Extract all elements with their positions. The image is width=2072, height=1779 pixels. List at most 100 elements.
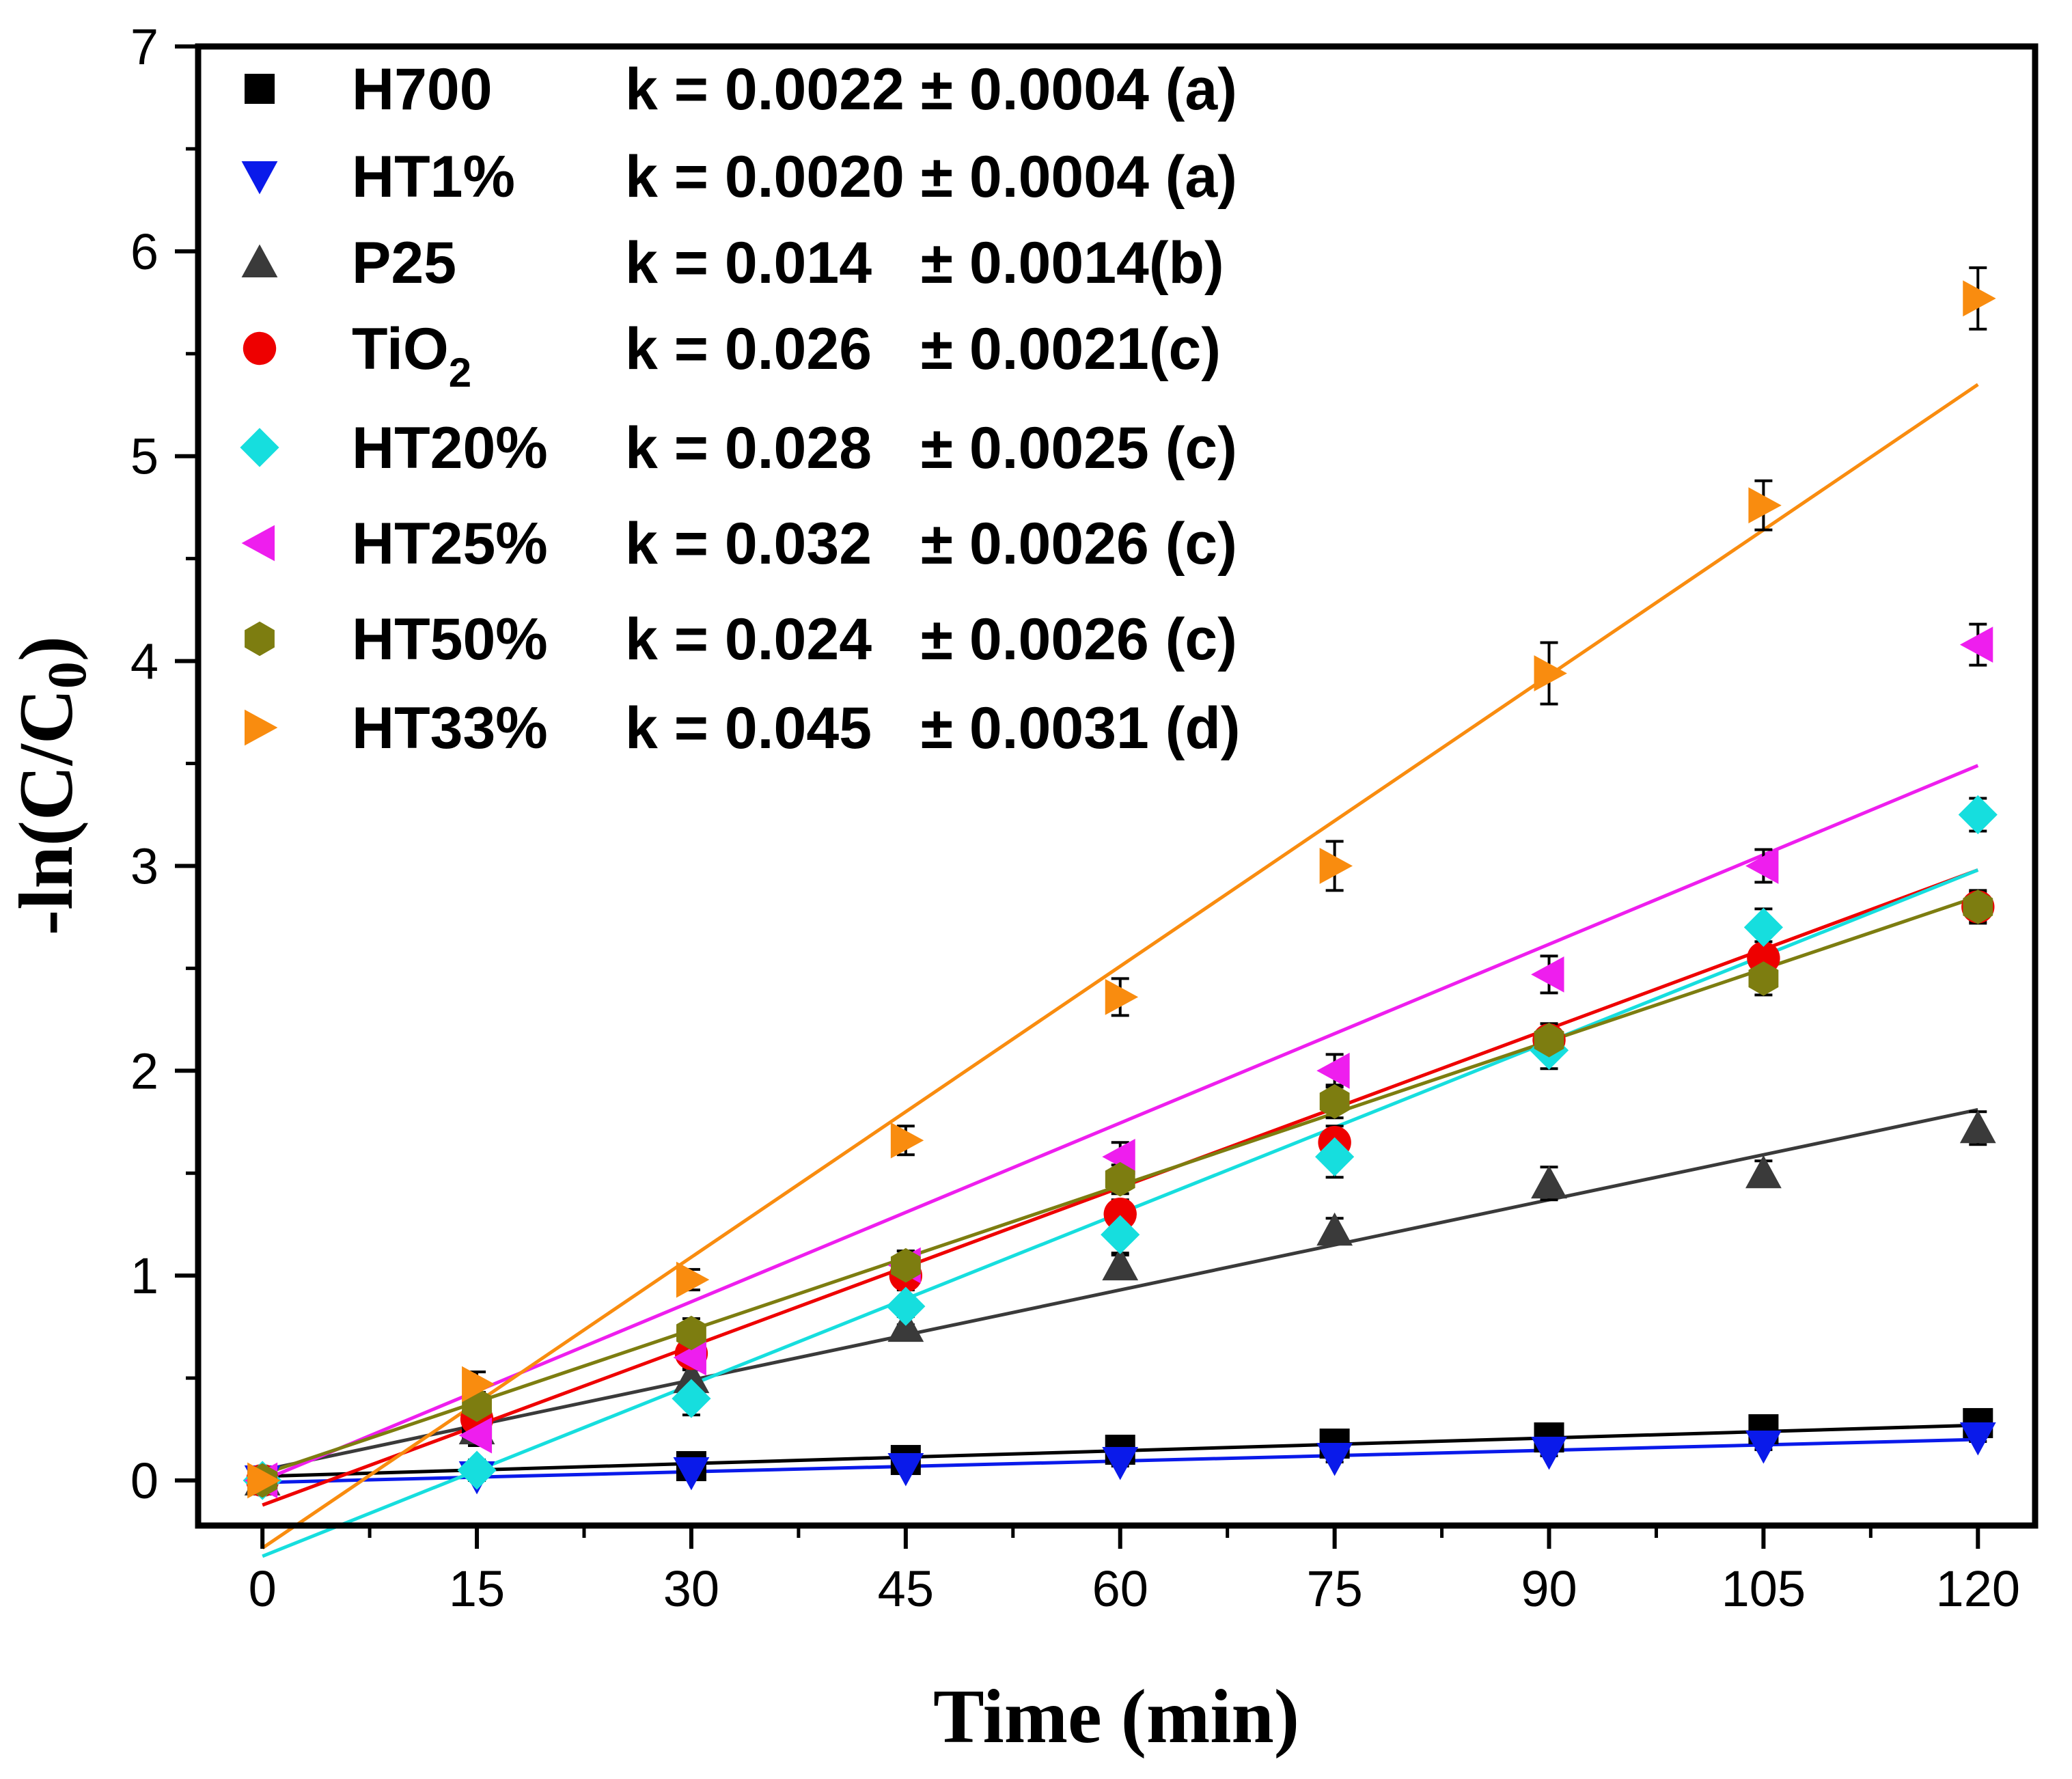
point-ht20pct-60	[1101, 1215, 1140, 1254]
x-tick-label-75: 75	[1306, 1560, 1362, 1617]
legend-entry-ht33pct: HT33% k = 0.045 ± 0.0031 (d)	[245, 695, 1241, 761]
point-p25-120	[1959, 1109, 1996, 1144]
legend-label-main: HT33%	[352, 695, 548, 761]
point-ht33pct-30	[676, 1261, 710, 1298]
point-ht33pct-0	[247, 1462, 281, 1499]
point-ht33pct-15	[462, 1366, 495, 1403]
point-ht1pct-45	[887, 1453, 924, 1487]
legend-marker-h700	[245, 74, 275, 104]
x-tick-label-120: 120	[1936, 1560, 2020, 1617]
point-ht33pct-45	[890, 1122, 924, 1159]
legend-label-sub: 2	[449, 350, 471, 396]
legend-marker-ht33pct	[245, 709, 278, 746]
point-p25-105	[1745, 1155, 1782, 1189]
point-ht33pct-60	[1105, 978, 1139, 1015]
point-ht1pct-30	[673, 1457, 710, 1491]
point-ht33pct-90	[1534, 655, 1567, 691]
point-ht50pct-45	[890, 1247, 921, 1283]
point-ht33pct-75	[1319, 848, 1353, 884]
x-tick-label-15: 15	[449, 1560, 505, 1617]
point-ht20pct-75	[1315, 1137, 1355, 1176]
legend-entry-ht50pct: HT50% k = 0.024 ± 0.0026 (c)	[245, 607, 1237, 672]
point-p25-75	[1316, 1212, 1353, 1246]
legend-marker-p25	[241, 244, 278, 277]
legend-label-main: HT20%	[352, 415, 548, 481]
legend-rate-ht25pct: k = 0.032 ± 0.0026 (c)	[625, 511, 1237, 577]
legend-entry-ht20pct: HT20% k = 0.028 ± 0.0025 (c)	[240, 415, 1237, 481]
plot-frame	[195, 43, 2039, 1529]
fit-line-p25	[262, 1107, 1978, 1472]
y-axis-title: -ln(C/C0)	[4, 636, 98, 935]
y-tick-label-1: 1	[130, 1247, 158, 1304]
x-axis: 0 15 30 45 60 75 90 105 120	[249, 1526, 2020, 1617]
x-tick-label-45: 45	[878, 1560, 934, 1617]
x-tick-label-0: 0	[249, 1560, 277, 1617]
point-ht1pct-60	[1102, 1447, 1139, 1480]
point-ht20pct-105	[1743, 907, 1784, 948]
point-p25-30	[673, 1360, 710, 1394]
point-tio2-60	[1103, 1198, 1137, 1231]
x-tick-label-60: 60	[1092, 1560, 1148, 1617]
legend-marker-ht50pct	[245, 621, 275, 657]
point-p25-60	[1102, 1247, 1139, 1281]
legend-marker-ht20pct	[240, 428, 279, 467]
point-ht50pct-105	[1748, 961, 1779, 996]
legend-label-main: HT25%	[352, 511, 548, 577]
legend-rate-ht50pct: k = 0.024 ± 0.0026 (c)	[625, 607, 1237, 672]
point-ht20pct-45	[886, 1286, 926, 1326]
point-ht33pct-105	[1748, 487, 1782, 524]
y-tick-label-4: 4	[130, 633, 158, 690]
point-ht50pct-90	[1534, 1023, 1564, 1058]
point-ht50pct-30	[676, 1315, 706, 1351]
fit-line-ht25pct	[262, 764, 1979, 1482]
point-p25-90	[1531, 1165, 1567, 1199]
legend-label-ht50pct: HT50%	[352, 607, 548, 672]
legend-label-ht25pct: HT25%	[352, 511, 548, 577]
point-ht20pct-120	[1958, 795, 1998, 835]
legend-entry-tio2: TiO2 k = 0.026 ± 0.0021(c)	[243, 316, 1221, 396]
legend-entry-p25: P25 k = 0.014 ± 0.0014(b)	[241, 230, 1224, 296]
x-axis-title: Time (min)	[933, 1674, 1299, 1759]
y-tick-label-3: 3	[130, 838, 158, 894]
legend-marker-ht1pct	[241, 161, 278, 195]
point-ht25pct-15	[458, 1417, 493, 1454]
point-ht20pct-15	[457, 1450, 497, 1490]
legend-rate-ht33pct: k = 0.045 ± 0.0031 (d)	[625, 695, 1241, 761]
y-tick-label-5: 5	[130, 428, 158, 485]
y-axis: 0 1 2 3 4 5 6 7	[130, 18, 198, 1509]
point-ht50pct-60	[1105, 1161, 1135, 1197]
x-tick-label-90: 90	[1521, 1560, 1577, 1617]
legend-label-main: P25	[352, 230, 456, 296]
point-ht50pct-120	[1963, 890, 1993, 924]
legend-label-ht33pct: HT33%	[352, 695, 548, 761]
data-points	[243, 280, 1998, 1500]
y-tick-label-6: 6	[130, 223, 158, 280]
point-ht25pct-60	[1102, 1138, 1135, 1175]
point-ht50pct-75	[1319, 1084, 1350, 1119]
point-ht25pct-120	[1959, 626, 1993, 663]
legend-label-ht20pct: HT20%	[352, 415, 548, 481]
x-tick-label-105: 105	[1722, 1560, 1806, 1617]
legend-label-main: HT1%	[352, 144, 515, 210]
legend-marker-tio2	[243, 331, 277, 366]
point-ht25pct-75	[1316, 1052, 1350, 1089]
legend-rate-h700: k = 0.0022 ± 0.0004 (a)	[625, 57, 1237, 122]
legend-rate-tio2: k = 0.026 ± 0.0021(c)	[625, 316, 1221, 382]
fit-line-ht33pct	[261, 383, 1979, 1550]
point-ht1pct-90	[1531, 1437, 1567, 1470]
legend-entry-ht25pct: HT25% k = 0.032 ± 0.0026 (c)	[241, 511, 1237, 577]
legend-rate-p25: k = 0.014 ± 0.0014(b)	[625, 230, 1224, 296]
legend-label-main: HT50%	[352, 607, 548, 672]
point-ht1pct-120	[1959, 1422, 1996, 1456]
legend-rate-ht20pct: k = 0.028 ± 0.0025 (c)	[625, 415, 1237, 481]
y-tick-label-0: 0	[130, 1452, 158, 1509]
point-ht25pct-90	[1531, 956, 1564, 993]
x-tick-label-30: 30	[663, 1560, 719, 1617]
point-ht1pct-75	[1316, 1443, 1353, 1476]
legend-label-main: H700	[352, 57, 493, 122]
legend-marker-ht25pct	[241, 525, 275, 562]
legend-rate-ht1pct: k = 0.0020 ± 0.0004 (a)	[625, 144, 1237, 210]
point-ht25pct-30	[673, 1339, 706, 1376]
y-tick-label-2: 2	[130, 1043, 158, 1099]
